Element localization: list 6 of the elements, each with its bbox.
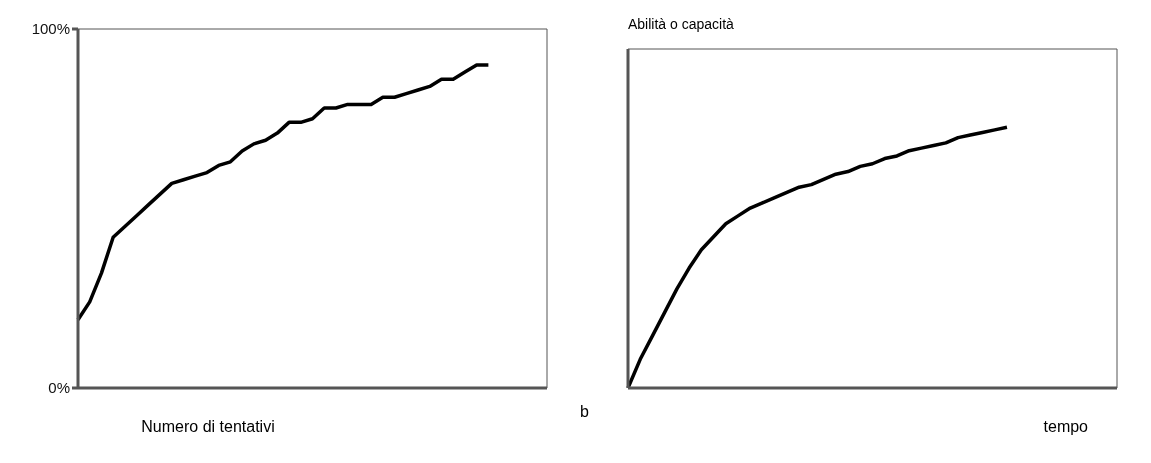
y-tick-label: 0% [48,379,70,397]
y-tick-label: 100% [31,20,70,38]
x-axis-title: tempo [1043,418,1088,436]
text: b [580,403,589,421]
y-axis-title: Abilità o capacità [628,16,734,32]
x-axis-title: Numero di tentativi [140,418,276,436]
